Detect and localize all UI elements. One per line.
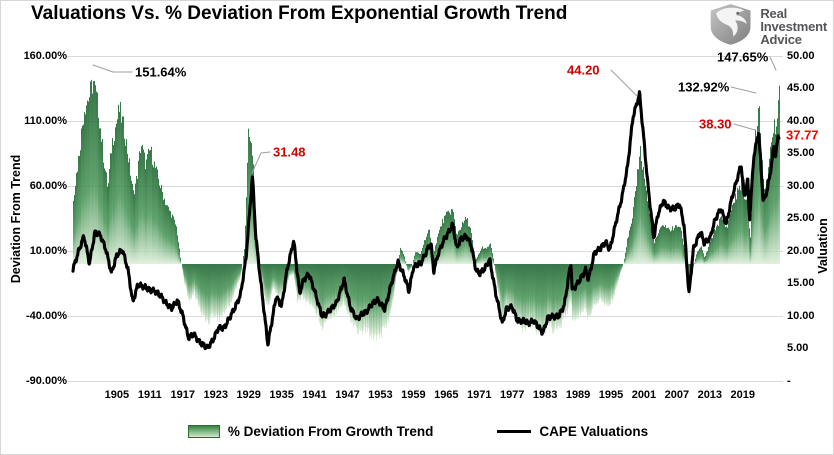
legend-deviation-label: % Deviation From Growth Trend: [227, 424, 434, 439]
right-axis-tick: 50.00: [787, 49, 815, 62]
x-axis-tick: 1923: [203, 389, 228, 401]
left-axis-tick: 160.00%: [23, 49, 67, 62]
left-axis-tick: -90.00%: [26, 374, 67, 387]
chart-title: Valuations Vs. % Deviation From Exponent…: [31, 3, 568, 24]
right-axis-tick: 20.00: [787, 244, 815, 257]
annotation-label: 147.65%: [717, 49, 769, 65]
x-axis-tick: 1911: [137, 389, 162, 401]
x-axis-tick: 1947: [335, 389, 360, 401]
x-axis-tick: 2019: [730, 389, 756, 401]
annotation-label: 31.48: [273, 144, 306, 160]
legend-cape-label: CAPE Valuations: [539, 424, 649, 439]
right-axis-tick: 5.00: [787, 342, 809, 354]
brand-name: Real Investment Advice: [760, 7, 827, 46]
right-axis-tick: 45.00: [787, 82, 815, 94]
right-axis-tick: 25.00: [787, 212, 815, 224]
annotation-label: 151.64%: [135, 64, 187, 80]
x-axis-tick: 2013: [697, 389, 723, 401]
x-axis-tick: 1971: [467, 389, 492, 401]
left-axis-tick: -40.00%: [26, 309, 67, 322]
right-axis-tick: 30.00: [787, 179, 815, 192]
annotation-label: 38.30: [699, 116, 732, 132]
x-axis-tick: 2001: [631, 389, 657, 401]
x-axis-tick: 1929: [236, 389, 261, 401]
x-axis-tick: 1905: [104, 389, 130, 401]
left-axis-tick: 10.00%: [29, 244, 67, 257]
brand-logo: Real Investment Advice: [708, 3, 827, 50]
deviation-swatch-icon: [187, 425, 220, 438]
legend-item-deviation: % Deviation From Growth Trend: [187, 424, 434, 439]
x-axis-tick: 1959: [401, 389, 426, 401]
x-axis-tick: 1935: [269, 389, 294, 401]
right-axis-tick: 40.00: [787, 114, 815, 127]
annotation-label: 132.92%: [678, 79, 730, 95]
right-axis-tick: -: [787, 374, 791, 387]
right-axis-tick: 10.00: [787, 309, 815, 322]
cape-line-swatch-icon: [497, 429, 532, 434]
eagle-shield-icon: [708, 3, 755, 50]
right-axis-tick: 15.00: [787, 277, 815, 289]
brand-line-3: Advice: [760, 32, 802, 47]
x-axis-tick: 1941: [302, 389, 327, 401]
x-axis-tick: 1995: [598, 389, 624, 401]
right-axis-title: Valuation: [816, 218, 830, 274]
x-axis-tick: 1965: [434, 389, 459, 401]
annotation-label: 44.20: [567, 62, 600, 78]
right-axis-tick: 35.00: [787, 147, 815, 159]
legend-item-cape: CAPE Valuations: [497, 424, 648, 439]
x-axis-tick: 1977: [499, 389, 525, 401]
x-axis-tick: 1917: [170, 389, 196, 401]
left-axis-title: Deviation From Trend: [9, 154, 23, 284]
brand-line-1: Real: [760, 6, 788, 21]
chart-legend: % Deviation From Growth Trend CAPE Valua…: [1, 424, 833, 439]
x-axis-tick: 1983: [532, 389, 558, 401]
x-axis-tick: 1989: [565, 389, 591, 401]
left-axis-tick: 60.00%: [29, 179, 67, 192]
annotation-label: 37.77: [786, 127, 819, 143]
left-axis-tick: 110.00%: [24, 114, 67, 127]
x-axis-tick: 1953: [368, 389, 393, 401]
x-axis-tick: 2007: [664, 389, 690, 401]
brand-line-2: Investment: [760, 19, 827, 34]
